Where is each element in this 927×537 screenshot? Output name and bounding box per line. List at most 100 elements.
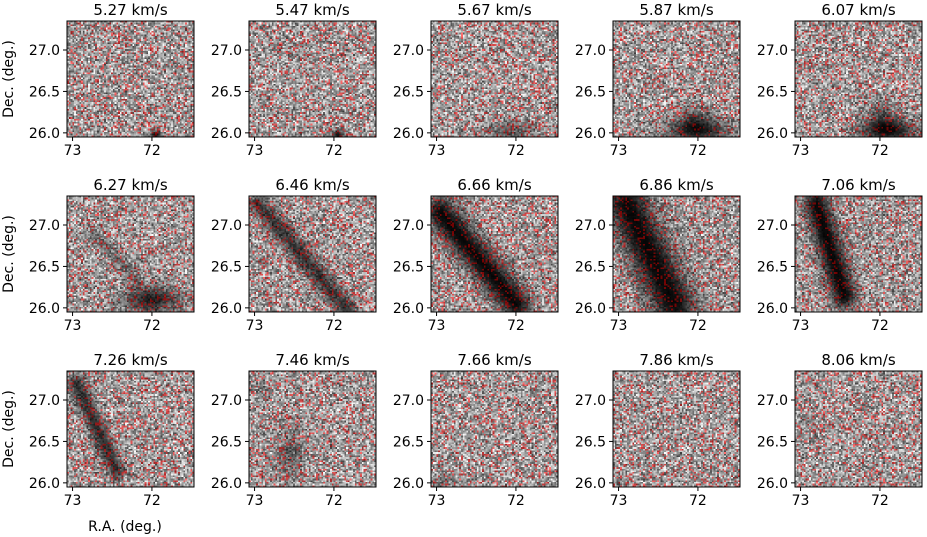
panel-frame xyxy=(248,195,377,313)
channel-intensity-map xyxy=(613,371,740,487)
channel-intensity-map xyxy=(431,21,558,137)
panel-frame xyxy=(430,20,559,138)
channel-intensity-map xyxy=(67,21,194,137)
x-axis-label: R.A. (deg.) xyxy=(88,519,162,535)
y-tick-label: 26.0 xyxy=(393,476,424,492)
x-tick-label: 73 xyxy=(610,493,628,509)
x-tick-label: 72 xyxy=(689,493,707,509)
x-tick-label: 72 xyxy=(325,493,343,509)
y-tick-label: 27.0 xyxy=(575,393,606,409)
y-tick-label: 26.5 xyxy=(393,259,424,275)
x-tick-label: 72 xyxy=(325,318,343,334)
x-tick-label: 73 xyxy=(428,143,446,159)
y-tick-label: 26.5 xyxy=(575,434,606,450)
x-tick-label: 73 xyxy=(428,318,446,334)
y-tick-label: 26.0 xyxy=(393,126,424,142)
channel-intensity-map xyxy=(67,371,194,487)
channel-intensity-map xyxy=(249,21,376,137)
y-tick-label: 26.5 xyxy=(757,84,788,100)
y-tick-label: 27.0 xyxy=(575,43,606,59)
channel-panel-6.27: 6.27 km/s 73 72 26.0 26.5 27.0 Dec. (deg.) xyxy=(1,176,195,334)
x-tick-label: 72 xyxy=(689,318,707,334)
channel-intensity-map xyxy=(613,21,740,137)
channel-panel-6.07: 6.07 km/s 73 72 26.0 26.5 27.0 xyxy=(757,1,923,159)
y-tick-label: 26.0 xyxy=(211,476,242,492)
y-tick-label: 27.0 xyxy=(211,393,242,409)
panel-frame xyxy=(248,20,377,138)
y-tick-label: 26.0 xyxy=(211,301,242,317)
panel-title: 6.66 km/s xyxy=(457,176,532,194)
panel-frame xyxy=(430,370,559,488)
x-tick-label: 72 xyxy=(143,493,161,509)
x-tick-label: 72 xyxy=(689,143,707,159)
channel-panel-5.67: 5.67 km/s 73 72 26.0 26.5 27.0 xyxy=(393,1,559,159)
y-tick-label: 27.0 xyxy=(393,43,424,59)
y-tick-label: 26.5 xyxy=(211,434,242,450)
x-tick-label: 73 xyxy=(610,143,628,159)
x-tick-label: 72 xyxy=(871,318,889,334)
channel-panel-5.27: 5.27 km/s 73 72 26.0 26.5 27.0 Dec. (deg.) xyxy=(1,1,195,159)
y-axis-label: Dec. (deg.) xyxy=(1,215,17,293)
channel-panel-6.66: 6.66 km/s 73 72 26.0 26.5 27.0 xyxy=(393,176,559,334)
panel-title: 7.46 km/s xyxy=(275,351,350,369)
x-tick-label: 73 xyxy=(610,318,628,334)
y-tick-label: 27.0 xyxy=(29,393,60,409)
panel-title: 7.86 km/s xyxy=(639,351,714,369)
panel-frame xyxy=(248,370,377,488)
y-tick-label: 27.0 xyxy=(29,218,60,234)
y-tick-label: 26.0 xyxy=(29,126,60,142)
x-tick-label: 72 xyxy=(325,143,343,159)
panel-title: 6.27 km/s xyxy=(93,176,168,194)
channel-panel-6.46: 6.46 km/s 73 72 26.0 26.5 27.0 xyxy=(211,176,377,334)
y-tick-label: 27.0 xyxy=(757,43,788,59)
panel-frame xyxy=(794,195,923,313)
panel-frame xyxy=(66,195,195,313)
x-tick-label: 73 xyxy=(792,143,810,159)
y-tick-label: 26.0 xyxy=(575,126,606,142)
panel-title: 6.07 km/s xyxy=(821,1,896,19)
x-tick-label: 73 xyxy=(246,143,264,159)
x-tick-label: 72 xyxy=(507,318,525,334)
panel-frame xyxy=(430,195,559,313)
y-tick-label: 27.0 xyxy=(211,218,242,234)
x-tick-label: 73 xyxy=(246,493,264,509)
y-tick-label: 27.0 xyxy=(29,43,60,59)
panel-title: 5.47 km/s xyxy=(275,1,350,19)
x-tick-label: 73 xyxy=(792,493,810,509)
panel-title: 8.06 km/s xyxy=(821,351,896,369)
channel-intensity-map xyxy=(431,371,558,487)
panel-frame xyxy=(794,20,923,138)
y-tick-label: 27.0 xyxy=(757,393,788,409)
y-tick-label: 26.0 xyxy=(29,476,60,492)
panel-frame xyxy=(66,370,195,488)
channel-intensity-map xyxy=(795,196,922,312)
panel-title: 6.86 km/s xyxy=(639,176,714,194)
x-tick-label: 73 xyxy=(246,318,264,334)
channel-intensity-map xyxy=(795,371,922,487)
y-tick-label: 26.0 xyxy=(575,301,606,317)
x-tick-label: 73 xyxy=(428,493,446,509)
y-tick-label: 26.5 xyxy=(211,84,242,100)
channel-panel-5.47: 5.47 km/s 73 72 26.0 26.5 27.0 xyxy=(211,1,377,159)
x-tick-label: 72 xyxy=(871,493,889,509)
channel-intensity-map xyxy=(795,21,922,137)
y-tick-label: 26.5 xyxy=(757,434,788,450)
y-tick-label: 27.0 xyxy=(393,218,424,234)
y-tick-label: 26.5 xyxy=(393,434,424,450)
x-tick-label: 72 xyxy=(507,143,525,159)
x-tick-label: 73 xyxy=(64,318,82,334)
y-tick-label: 26.0 xyxy=(757,476,788,492)
panel-frame xyxy=(612,195,741,313)
y-axis-label: Dec. (deg.) xyxy=(1,40,17,118)
y-tick-label: 27.0 xyxy=(211,43,242,59)
channel-panel-7.66: 7.66 km/s 73 72 26.0 26.5 27.0 xyxy=(393,351,559,509)
y-tick-label: 26.0 xyxy=(575,476,606,492)
y-tick-label: 26.5 xyxy=(29,434,60,450)
panel-frame xyxy=(66,20,195,138)
channel-intensity-map xyxy=(431,196,558,312)
x-tick-label: 72 xyxy=(871,143,889,159)
channel-panel-7.06: 7.06 km/s 73 72 26.0 26.5 27.0 xyxy=(757,176,923,334)
x-tick-label: 73 xyxy=(64,493,82,509)
y-axis-label: Dec. (deg.) xyxy=(1,390,17,468)
